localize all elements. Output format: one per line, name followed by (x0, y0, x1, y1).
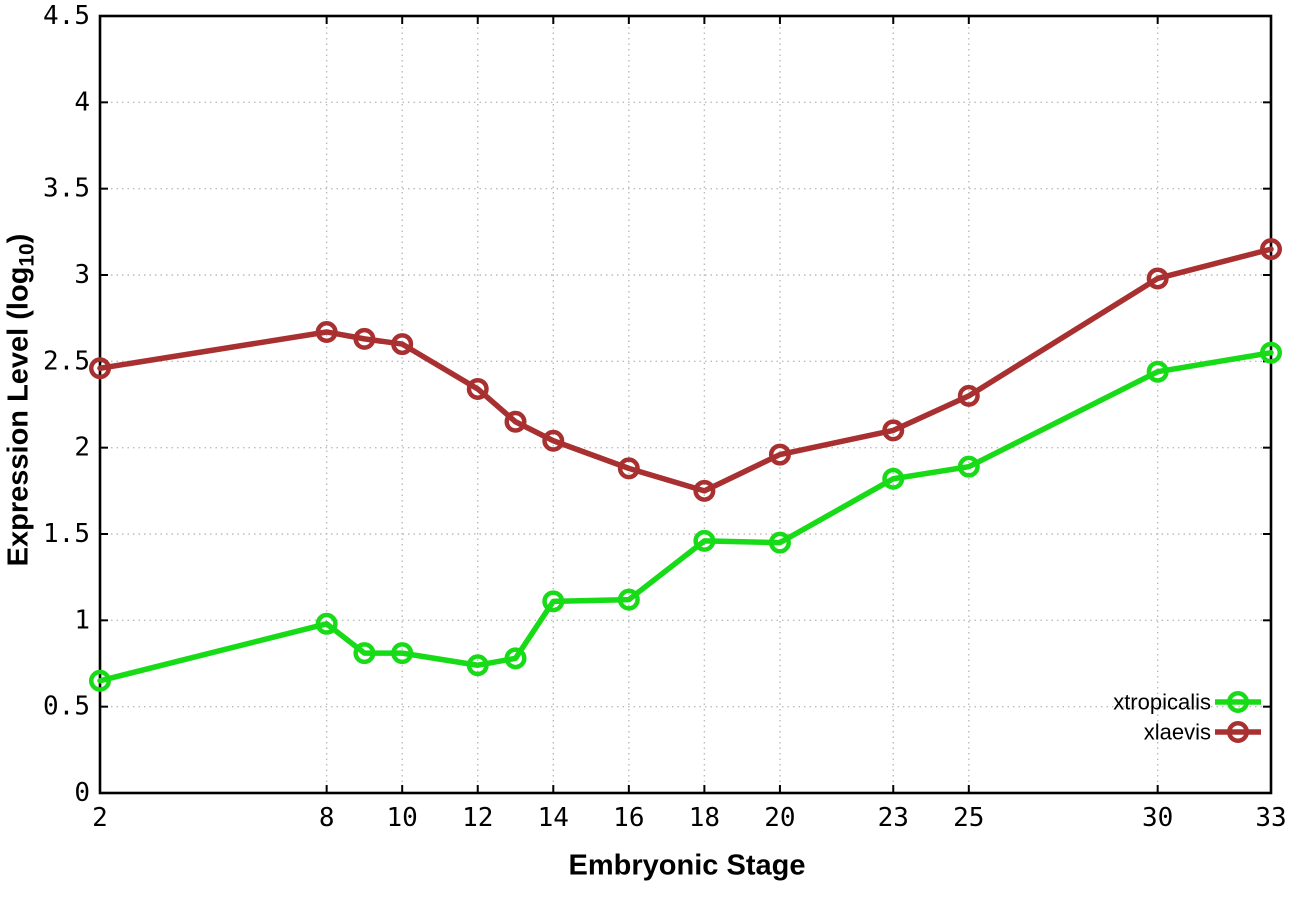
x-axis-title-text: Embryonic Stage (568, 849, 806, 882)
data-point-xtropicalis (504, 647, 527, 670)
series-line-xlaevis (97, 246, 1274, 494)
data-point-xlaevis (957, 384, 980, 407)
legend-marker-icon-xlaevis (1227, 721, 1249, 743)
y-tick-label: 2 (74, 433, 90, 463)
data-point-xtropicalis (768, 531, 791, 554)
x-tick-label: 2 (92, 803, 108, 833)
data-point-xtropicalis (466, 654, 489, 677)
data-point-xlaevis (693, 479, 716, 502)
data-point-xtropicalis (1146, 360, 1169, 383)
y-axis-title-text: Expression Level (log (2, 266, 35, 567)
data-point-xtropicalis (693, 529, 716, 552)
data-point-xlaevis (353, 327, 376, 350)
data-point-xtropicalis (1260, 341, 1282, 364)
data-point-xlaevis (315, 320, 338, 343)
plot-border (98, 14, 1273, 795)
data-point-xlaevis (504, 410, 527, 433)
data-point-xtropicalis (353, 642, 376, 665)
data-point-xlaevis (391, 333, 414, 356)
y-tick-label: 1 (74, 605, 90, 635)
y-tick-label: 0.5 (43, 692, 90, 722)
x-tick-label: 33 (1255, 803, 1286, 833)
legend-label-xlaevis: xlaevis (1144, 720, 1211, 745)
data-point-xlaevis (89, 357, 111, 380)
data-point-xlaevis (466, 377, 489, 400)
data-point-xtropicalis (882, 467, 905, 490)
data-point-xtropicalis (89, 669, 111, 692)
y-tick-label: 0 (74, 778, 90, 808)
data-point-xtropicalis (957, 455, 980, 478)
x-axis-title: Embryonic Stage (569, 850, 806, 883)
x-tick-label: 25 (953, 803, 984, 833)
data-point-xlaevis (542, 429, 565, 452)
x-tick-label: 8 (319, 803, 335, 833)
y-tick-label: 4.5 (43, 1, 90, 31)
x-tick-label: 10 (387, 803, 418, 833)
y-axis-title: Expression Level (log10) (3, 234, 40, 567)
x-tick-label: 12 (462, 803, 493, 833)
x-tick-label: 18 (689, 803, 720, 833)
y-tick-label: 1.5 (43, 519, 90, 549)
legend-marker-icon-xtropicalis (1227, 691, 1249, 713)
data-point-xtropicalis (542, 590, 565, 613)
x-tick-label: 16 (613, 803, 644, 833)
y-tick-label: 3 (74, 260, 90, 290)
data-point-xlaevis (617, 457, 640, 480)
data-point-xtropicalis (391, 642, 414, 665)
legend-label-xtropicalis: xtropicalis (1113, 690, 1211, 715)
series-line-xtropicalis (97, 349, 1274, 684)
data-point-xtropicalis (315, 612, 338, 635)
x-tick-label: 23 (878, 803, 909, 833)
y-tick-label: 3.5 (43, 174, 90, 204)
y-tick-label: 4 (74, 87, 90, 117)
y-tick-label: 2.5 (43, 346, 90, 376)
y-axis-title-subscript: 10 (15, 243, 39, 267)
y-axis-title-close: ) (2, 233, 35, 244)
x-tick-label: 14 (538, 803, 569, 833)
x-tick-label: 20 (764, 803, 795, 833)
x-tick-label: 30 (1142, 803, 1173, 833)
data-point-xlaevis (1146, 267, 1169, 290)
data-point-xlaevis (768, 443, 791, 466)
data-point-xlaevis (1260, 238, 1282, 261)
data-point-xlaevis (882, 419, 905, 442)
data-point-xtropicalis (617, 588, 640, 611)
